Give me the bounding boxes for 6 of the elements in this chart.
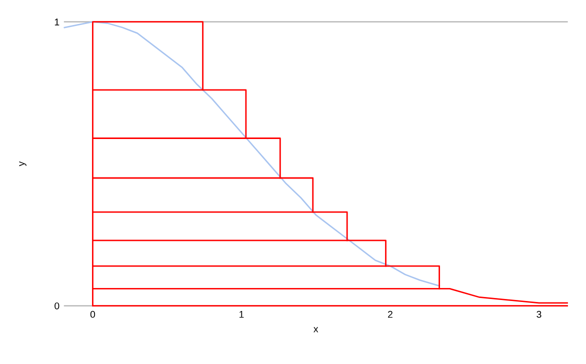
x-tick-label: 3 [536, 310, 542, 318]
x-tick-label: 2 [388, 310, 392, 318]
x-axis-title: x [314, 327, 318, 332]
x-tick-label: 1 [240, 310, 244, 318]
y-axis-title: y [19, 161, 26, 166]
x-tick-label: 0 [90, 310, 96, 318]
